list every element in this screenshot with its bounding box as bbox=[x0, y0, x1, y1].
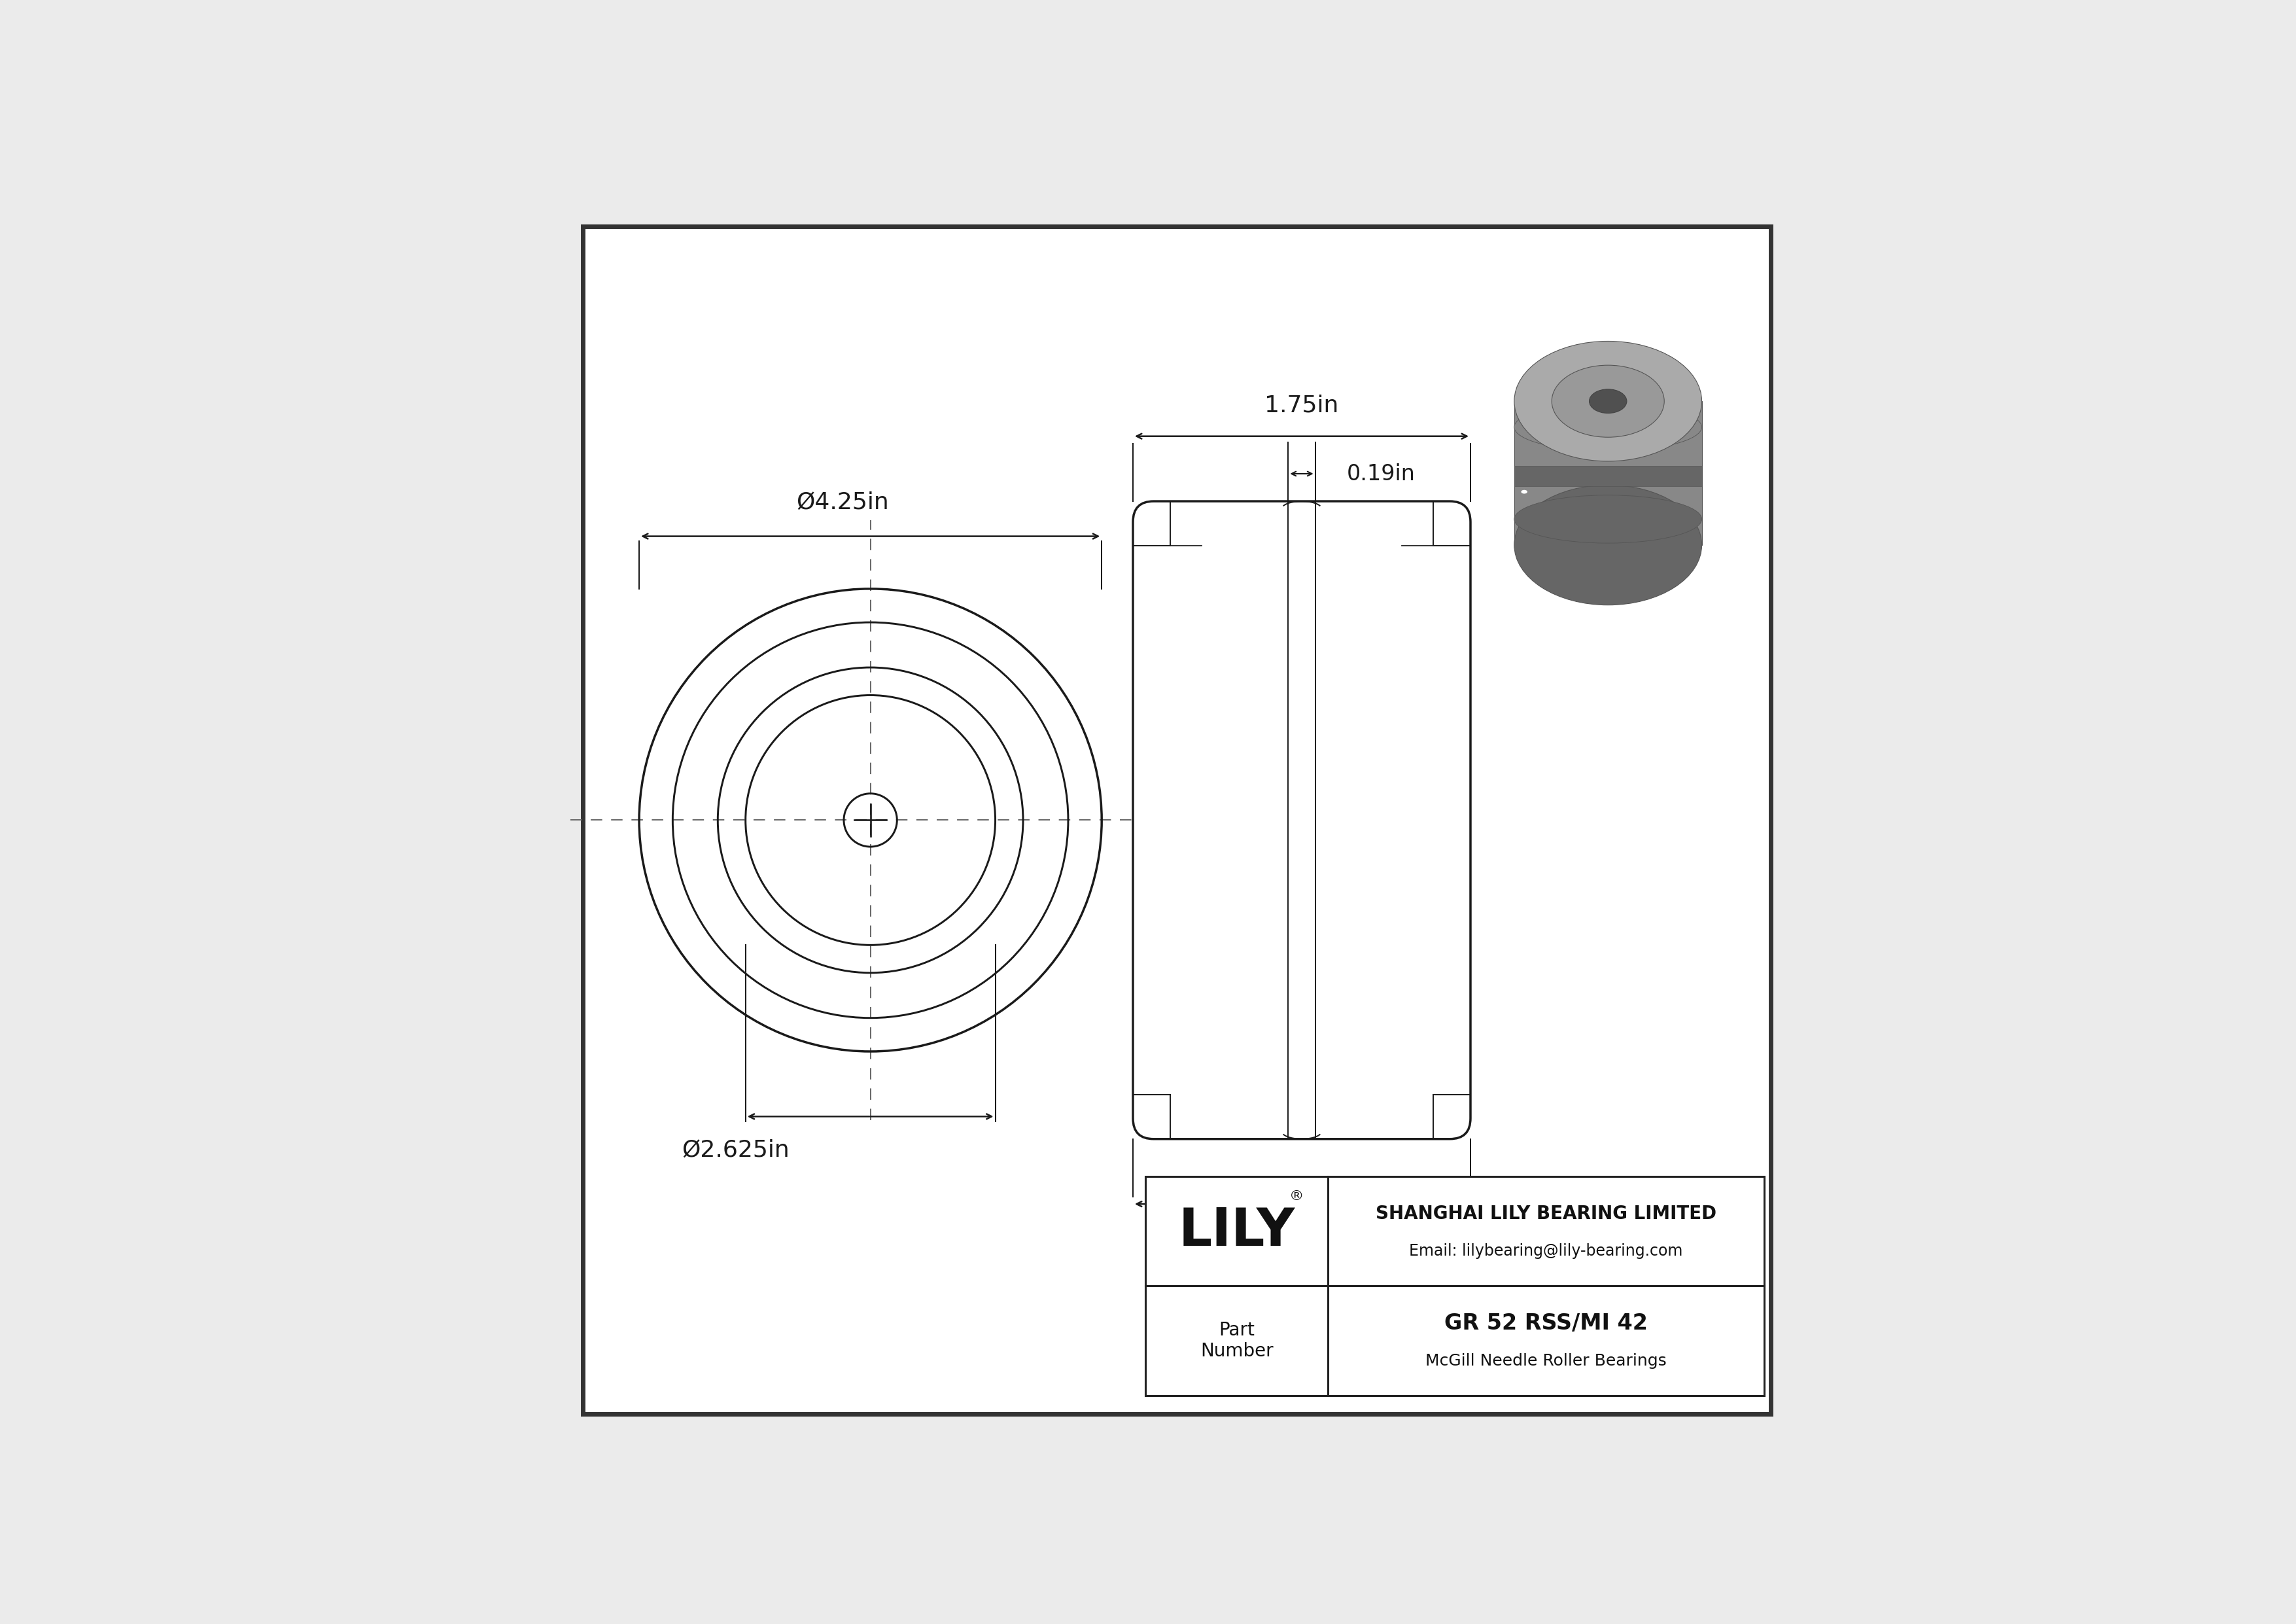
Text: GR 52 RSS/MI 42: GR 52 RSS/MI 42 bbox=[1444, 1312, 1649, 1333]
Text: Part
Number: Part Number bbox=[1201, 1320, 1274, 1361]
Text: Ø4.25in: Ø4.25in bbox=[797, 492, 889, 513]
Ellipse shape bbox=[1589, 390, 1628, 412]
Text: 1.75in: 1.75in bbox=[1265, 395, 1339, 416]
FancyBboxPatch shape bbox=[1132, 502, 1469, 1138]
Bar bbox=[1146, 1176, 1763, 1395]
Text: 1.76in: 1.76in bbox=[1265, 1224, 1339, 1246]
Bar bbox=[1515, 401, 1701, 546]
Ellipse shape bbox=[1515, 495, 1701, 542]
Ellipse shape bbox=[1522, 490, 1527, 494]
Text: McGill Needle Roller Bearings: McGill Needle Roller Bearings bbox=[1426, 1353, 1667, 1369]
Ellipse shape bbox=[1515, 403, 1701, 451]
Ellipse shape bbox=[1515, 341, 1701, 461]
Bar bbox=[1515, 466, 1701, 486]
Text: SHANGHAI LILY BEARING LIMITED: SHANGHAI LILY BEARING LIMITED bbox=[1375, 1205, 1717, 1223]
Text: Email: lilybearing@lily-bearing.com: Email: lilybearing@lily-bearing.com bbox=[1410, 1244, 1683, 1259]
Ellipse shape bbox=[1552, 365, 1665, 437]
Text: LILY: LILY bbox=[1178, 1205, 1295, 1257]
Text: 0.19in: 0.19in bbox=[1345, 463, 1414, 484]
Ellipse shape bbox=[1515, 486, 1701, 606]
Text: Ø2.625in: Ø2.625in bbox=[682, 1138, 790, 1161]
Text: ®: ® bbox=[1290, 1190, 1304, 1203]
